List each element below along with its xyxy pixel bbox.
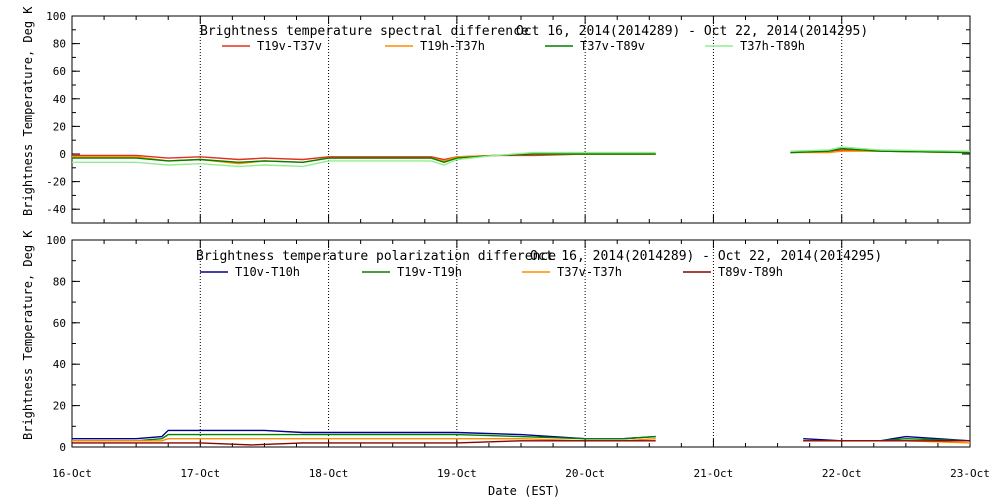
top-ylabel: Brightness Temperature, Deg K xyxy=(21,6,35,216)
top-series-line xyxy=(72,153,656,161)
top-y-tick-label: 60 xyxy=(53,65,66,78)
top-legend: T19v-T37v T19h-T37h T37v-T89v T37h-T89h xyxy=(222,39,805,53)
bottom-legend-label: T37v-T37h xyxy=(557,265,622,279)
top-legend-label: T37h-T89h xyxy=(740,39,805,53)
top-legend-label: T19h-T37h xyxy=(420,39,485,53)
bottom-grid xyxy=(71,240,971,447)
bottom-x-tick-label: 16-Oct xyxy=(52,467,92,480)
top-series-line xyxy=(72,153,656,164)
top-series-line-tail xyxy=(790,147,971,154)
top-title: Brightness temperature spectral differen… xyxy=(200,24,529,39)
top-y-tick-label: 0 xyxy=(59,148,66,161)
top-y-tick-label: 100 xyxy=(46,10,66,23)
bottom-x-tick-label: 20-Oct xyxy=(565,467,605,480)
bottom-y-tick-label: 80 xyxy=(53,275,66,288)
bottom-date-range: Oct 16, 2014(2014289) - Oct 22, 2014(201… xyxy=(530,249,882,264)
top-plot-frame xyxy=(71,15,971,224)
top-y-axis: -40 -20 0 20 40 60 80 100 xyxy=(46,10,970,224)
bottom-series-line xyxy=(72,433,656,442)
top-y-tick-label: -40 xyxy=(46,203,66,216)
bottom-y-tick-label: 60 xyxy=(53,317,66,330)
bottom-plot-frame xyxy=(71,239,971,448)
bottom-y-tick-label: 40 xyxy=(53,358,66,371)
top-y-tick-label: 20 xyxy=(53,120,66,133)
bottom-xlabel: Date (EST) xyxy=(488,484,560,498)
bottom-x-tick-label: 17-Oct xyxy=(180,467,220,480)
bottom-x-tick-label: 19-Oct xyxy=(437,467,477,480)
bottom-ylabel: Brightness Temperature, Deg K xyxy=(21,230,35,440)
bottom-x-tick-label: 22-Oct xyxy=(822,467,862,480)
bottom-y-axis: 0 20 40 60 80 100 xyxy=(46,234,970,454)
bottom-legend-label: T19v-T19h xyxy=(397,265,462,279)
top-legend-label: T37v-T89v xyxy=(580,39,645,53)
top-date-range: Oct 16, 2014(2014289) - Oct 22, 2014(201… xyxy=(516,24,868,39)
top-y-tick-label: 40 xyxy=(53,93,66,106)
top-series-line-tail xyxy=(790,146,971,152)
bottom-legend-label: T10v-T10h xyxy=(235,265,300,279)
bottom-legend: T10v-T10h T19v-T19h T37v-T37h T89v-T89h xyxy=(200,265,783,279)
bottom-x-tick-label: 18-Oct xyxy=(309,467,349,480)
bottom-series xyxy=(72,429,971,446)
bottom-y-tick-label: 0 xyxy=(59,441,66,454)
top-series xyxy=(72,146,971,168)
top-series-line xyxy=(72,153,656,165)
bottom-legend-label: T89v-T89h xyxy=(718,265,783,279)
bottom-x-tick-label: 21-Oct xyxy=(694,467,734,480)
top-y-tick-label: 80 xyxy=(53,38,66,51)
bottom-y-tick-label: 100 xyxy=(46,234,66,247)
bottom-x-axis: 16-Oct 17-Oct 18-Oct 19-Oct 20-Oct 21-Oct 22-O… xyxy=(52,467,990,480)
bottom-series-line xyxy=(72,440,656,446)
top-legend-label: T19v-T37v xyxy=(257,39,322,53)
bottom-title: Brightness temperature polarization diff… xyxy=(196,249,556,264)
top-series-line xyxy=(72,151,656,168)
bottom-y-tick-label: 20 xyxy=(53,400,66,413)
bottom-x-tick-label: 23-Oct xyxy=(950,467,990,480)
top-grid xyxy=(71,16,971,223)
top-y-tick-label: -20 xyxy=(46,176,66,189)
